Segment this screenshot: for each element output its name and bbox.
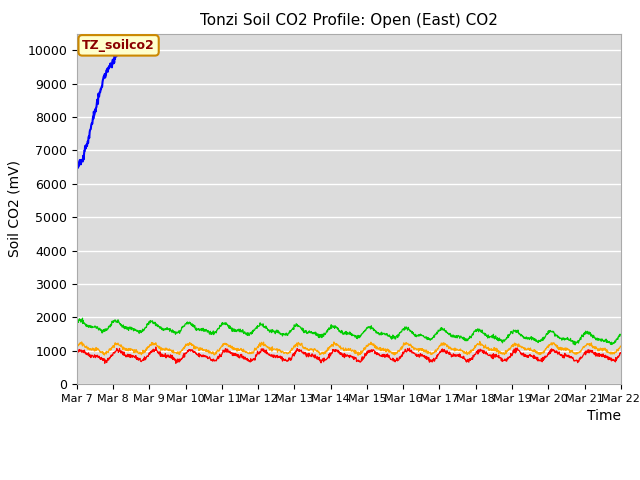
-4cm <box>434 346 442 351</box>
-8cm <box>195 326 202 332</box>
-16cm <box>90 116 97 121</box>
-8cm <box>255 324 263 329</box>
-16cm <box>83 143 91 149</box>
-2cm <box>152 344 159 350</box>
Line: -8cm: -8cm <box>77 318 621 345</box>
-2cm <box>553 348 561 354</box>
-16cm <box>74 165 82 171</box>
-4cm <box>180 343 188 349</box>
Line: -2cm: -2cm <box>77 347 621 363</box>
-8cm <box>572 342 579 348</box>
-8cm <box>553 333 561 338</box>
-4cm <box>617 343 625 349</box>
-16cm <box>73 164 81 170</box>
-8cm <box>79 315 86 321</box>
-4cm <box>553 344 561 350</box>
-2cm <box>73 350 81 356</box>
Line: -4cm: -4cm <box>77 341 621 355</box>
-2cm <box>434 352 442 358</box>
-4cm <box>505 346 513 352</box>
X-axis label: Time: Time <box>587 409 621 423</box>
Y-axis label: Soil CO2 (mV): Soil CO2 (mV) <box>8 160 22 257</box>
Text: TZ_soilco2: TZ_soilco2 <box>82 39 155 52</box>
-8cm <box>181 322 189 327</box>
-16cm <box>111 56 119 62</box>
-8cm <box>505 335 513 340</box>
-8cm <box>73 320 81 326</box>
-16cm <box>87 123 95 129</box>
-16cm <box>99 76 107 82</box>
-16cm <box>115 46 123 51</box>
Title: Tonzi Soil CO2 Profile: Open (East) CO2: Tonzi Soil CO2 Profile: Open (East) CO2 <box>200 13 498 28</box>
-16cm <box>116 46 124 52</box>
-2cm <box>195 353 202 359</box>
-2cm <box>255 349 263 355</box>
-4cm <box>73 343 81 348</box>
-4cm <box>476 338 484 344</box>
-2cm <box>182 350 189 356</box>
-4cm <box>255 342 262 348</box>
-8cm <box>617 332 625 337</box>
Line: -16cm: -16cm <box>77 48 120 168</box>
-2cm <box>617 350 625 356</box>
-8cm <box>434 330 442 336</box>
-2cm <box>172 360 180 366</box>
-4cm <box>194 345 202 350</box>
-4cm <box>354 352 362 358</box>
-2cm <box>505 355 513 360</box>
-16cm <box>79 158 86 164</box>
